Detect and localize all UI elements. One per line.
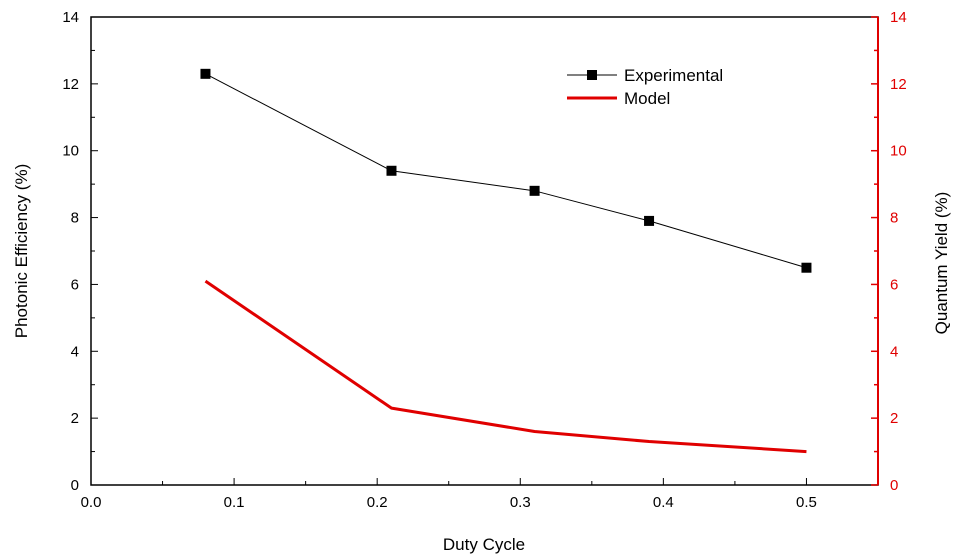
y-tick-label: 12 bbox=[62, 76, 79, 93]
y2-tick-label: 2 bbox=[890, 410, 898, 427]
legend: Experimental Model bbox=[567, 66, 723, 108]
y-tick-label: 2 bbox=[71, 410, 79, 427]
x-axis-ticks: 0.0 0.1 0.2 0.3 0.4 0.5 bbox=[81, 478, 817, 511]
y2-tick-label: 8 bbox=[890, 210, 898, 227]
y-axis-title: Photonic Efficiency (%) bbox=[12, 164, 31, 338]
y2-tick-label: 10 bbox=[890, 143, 907, 160]
series-0-point bbox=[529, 185, 540, 196]
y-tick-label: 8 bbox=[71, 210, 79, 227]
x-tick-label: 0.4 bbox=[653, 494, 674, 511]
y2-tick-label: 12 bbox=[890, 76, 907, 93]
y-tick-label: 6 bbox=[71, 276, 79, 293]
y2-tick-label: 14 bbox=[890, 9, 907, 26]
series-layer bbox=[200, 68, 812, 454]
x-tick-label: 0.2 bbox=[367, 494, 388, 511]
series-1-line bbox=[204, 279, 807, 454]
y2-axis-ticks: 0 2 4 6 8 10 12 14 bbox=[871, 9, 907, 494]
y-tick-label: 10 bbox=[62, 143, 79, 160]
y2-tick-label: 4 bbox=[890, 343, 898, 360]
y-axis-ticks: 0 2 4 6 8 10 12 14 bbox=[62, 9, 98, 494]
series-0-line bbox=[205, 73, 807, 269]
legend-experimental-label: Experimental bbox=[624, 66, 723, 85]
series-0-point bbox=[200, 68, 211, 79]
x-tick-label: 0.5 bbox=[796, 494, 817, 511]
x-tick-label: 0.0 bbox=[81, 494, 102, 511]
x-tick-label: 0.3 bbox=[510, 494, 531, 511]
x-axis-title: Duty Cycle bbox=[443, 535, 525, 554]
series-0-point bbox=[644, 215, 655, 226]
y-tick-label: 0 bbox=[71, 477, 79, 494]
y2-axis-title: Quantum Yield (%) bbox=[932, 192, 951, 335]
series-0-point bbox=[386, 165, 397, 176]
x-tick-label: 0.1 bbox=[224, 494, 245, 511]
y-tick-label: 14 bbox=[62, 9, 79, 26]
y-tick-label: 4 bbox=[71, 343, 79, 360]
legend-model-label: Model bbox=[624, 89, 670, 108]
legend-experimental-marker bbox=[587, 70, 597, 80]
plot-frame bbox=[90, 16, 879, 486]
series-0-point bbox=[801, 262, 812, 273]
y2-tick-label: 0 bbox=[890, 477, 898, 494]
y2-tick-label: 6 bbox=[890, 276, 898, 293]
